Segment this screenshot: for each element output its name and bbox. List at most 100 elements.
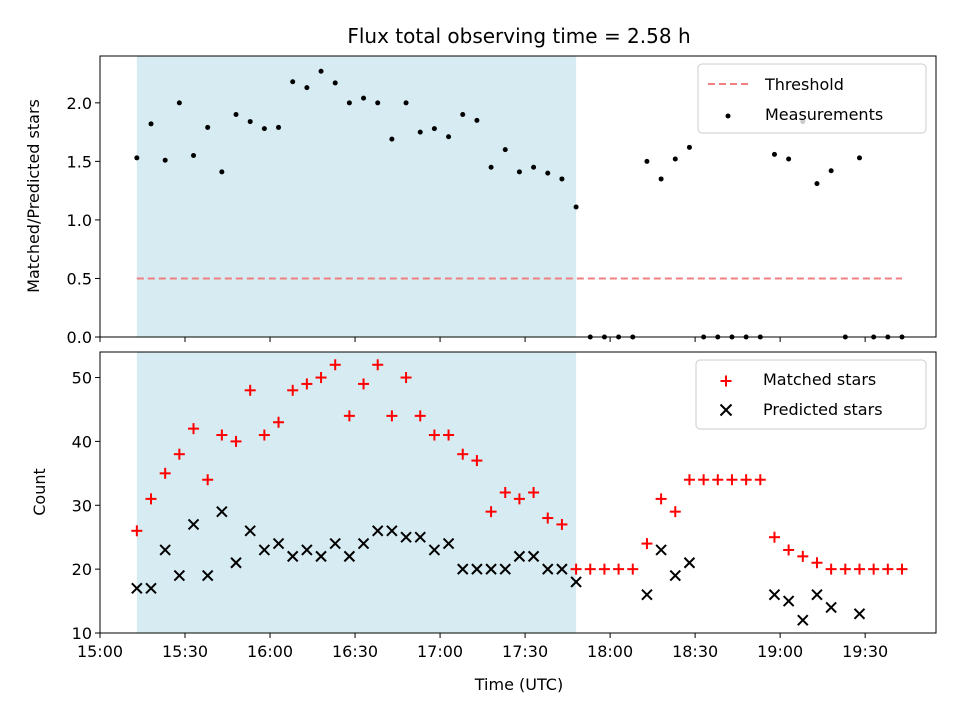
measurement-point [304,85,310,91]
predicted-star-point [442,537,455,550]
matched-star-point [230,435,242,447]
measurement-point [814,181,820,187]
matched-star-point [131,525,143,537]
legend-measurements-label: Measurements [765,105,883,124]
x-tick-label: 15:30 [162,642,208,661]
y-tick-label-top: 1.0 [67,211,92,230]
predicted-star-point [797,614,809,626]
matched-star-point [811,557,823,569]
matched-star-point [202,474,214,486]
measurement-point [318,68,324,74]
matched-star-point [740,474,752,486]
measurement-point [474,117,480,123]
predicted-star-point [641,588,653,601]
y-tick-label-top: 0.5 [67,269,92,288]
legend-bottom: Matched stars Predicted stars [695,359,927,430]
matched-star-point [584,563,596,575]
x-tick-label: 17:00 [417,642,463,661]
y-tick-label-bottom: 40 [72,432,92,451]
matched-star-point [726,474,738,486]
predicted-star-point [428,544,441,556]
predicted-star-point [471,563,483,575]
matched-star-point [329,359,341,371]
shaded-region-top [136,56,577,337]
matched-star-point [358,378,370,390]
measurement-point [431,126,437,132]
legend-threshold-label: Threshold [764,75,844,94]
x-tick-label: 19:30 [842,642,888,661]
predicted-star-point [201,569,214,582]
measurement-point [389,136,395,142]
measurement-point [417,129,423,135]
matched-star-point [372,359,384,371]
matched-star-point [542,512,554,524]
axes-frame-bottom [99,351,937,634]
measurement-point [545,170,551,176]
predicted-star-point [825,601,837,614]
measurement-point [375,100,381,106]
legend-top-frame [697,63,927,134]
matched-star-point [570,563,582,575]
x-tick-label: 16:30 [332,642,378,661]
matched-star-point [343,410,355,422]
y-axis-label-top: Matched/Predicted stars [24,99,43,293]
legend-top: Threshold Measurements [697,63,927,134]
predicted-star-point [386,525,398,537]
predicted-star-point [131,582,143,595]
predicted-star-point [811,588,823,601]
matched-star-point [159,467,171,479]
predicted-star-point [329,537,341,550]
x-tick-label: 19:00 [757,642,803,661]
matched-star-point [882,563,894,575]
predicted-star-point [414,531,426,543]
y-tick-label-top: 2.0 [67,94,92,113]
predicted-star-point [315,550,327,563]
matched-star-point [287,384,299,396]
measurement-point [559,176,565,182]
measurement-point [346,100,352,106]
measurement-point [134,155,140,161]
measurement-point [191,153,197,159]
predicted-star-point [853,608,866,620]
measurement-point [488,164,494,170]
legend-measurements-swatch [725,113,731,119]
matched-star-point [556,518,568,530]
matched-star-point [853,563,865,575]
matched-star-point [471,455,483,467]
predicted-star-point [258,544,271,556]
measurement-point [162,157,168,163]
matched-star-point [528,487,540,498]
predicted-star-point [187,518,200,531]
measurement-point [247,119,253,125]
predicted-star-point [272,537,285,550]
predicted-star-point [372,525,384,537]
y-tick-label-top: 1.5 [67,152,92,171]
matched-star-point [797,550,809,562]
predicted-star-point [683,557,696,569]
matched-star-point [839,563,851,575]
matched-star-point [783,544,795,556]
measurement-point [276,124,282,130]
y-tick-label-bottom: 30 [72,496,92,515]
predicted-star-point [655,544,667,556]
matched-star-point [457,448,469,460]
measurement-point [205,124,211,130]
measurement-point [502,147,508,153]
matched-star-point [428,429,440,441]
x-tick-label: 18:30 [672,642,718,661]
measurement-point [446,134,452,140]
matched-star-point [627,563,639,575]
matched-star-point [485,506,497,518]
predicted-star-point [159,544,171,556]
predicted-star-point [570,576,582,588]
predicted-star-point [230,557,242,569]
measurement-point [403,100,409,106]
measurement-point [460,112,466,118]
matched-star-point [273,416,285,428]
matched-star-point [683,474,695,486]
matched-star-point [754,474,766,486]
measurement-point [771,151,777,157]
y-tick-label-bottom: 20 [72,560,92,579]
predicted-star-point [768,588,781,601]
